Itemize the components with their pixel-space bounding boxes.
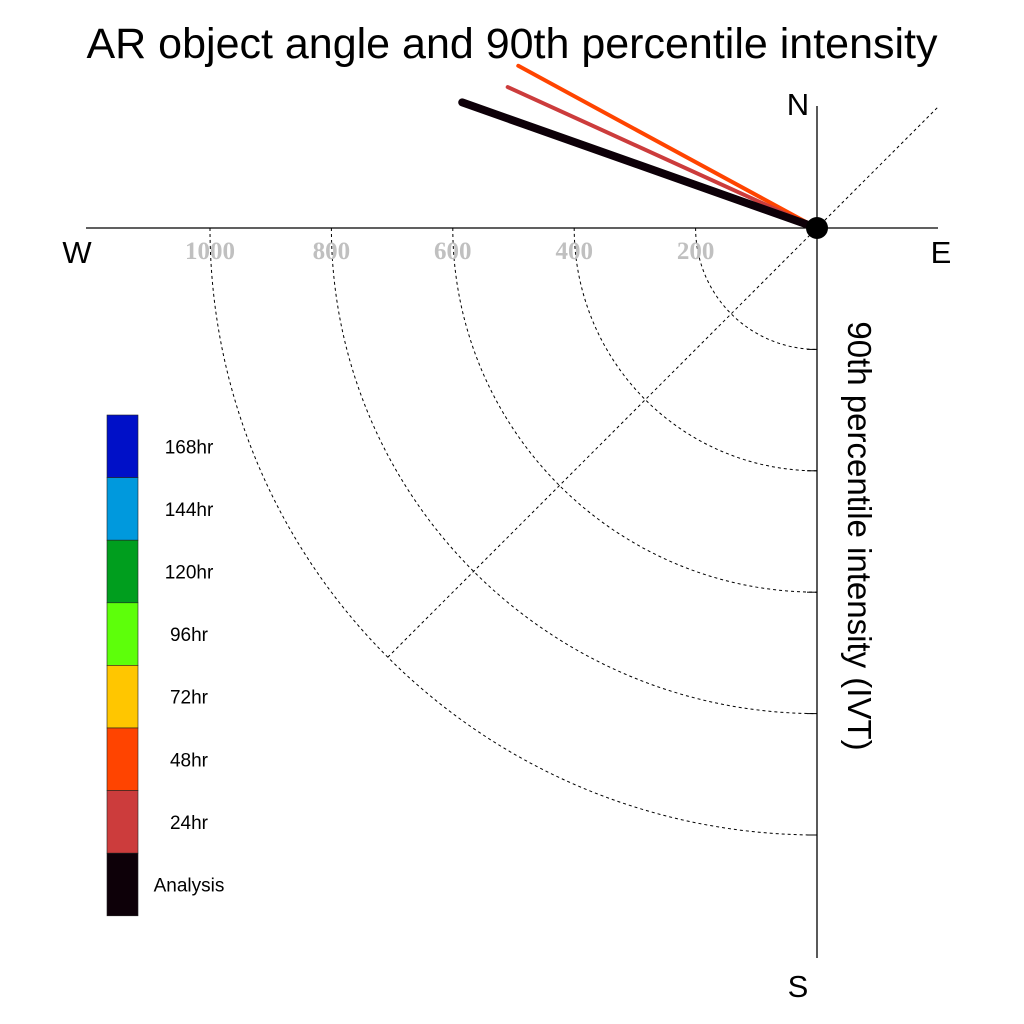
legend-label: 48hr xyxy=(170,750,209,771)
legend-swatch xyxy=(106,539,139,604)
legend-swatch xyxy=(106,414,139,478)
y-axis-label: 90th percentile intensity (IVT) xyxy=(841,321,878,750)
compass-south: S xyxy=(788,969,809,1004)
grid-arc xyxy=(452,227,818,593)
legend-swatch xyxy=(106,602,139,666)
grid-arc xyxy=(330,227,818,715)
series-vector-48hr xyxy=(516,63,819,230)
grid xyxy=(209,107,938,836)
series-vector-24hr xyxy=(505,85,819,230)
legend-swatch xyxy=(106,477,139,541)
legend-label: Analysis xyxy=(154,876,225,897)
legend-swatch xyxy=(106,727,139,791)
legend-swatch xyxy=(106,665,139,729)
chart-title: AR object angle and 90th percentile inte… xyxy=(87,20,938,68)
series-vector-analysis xyxy=(458,98,821,232)
legend: 168hr 144hr 120hr 96hr 72hr 48hr 24hr Analysis xyxy=(106,414,225,917)
legend-label: 168hr xyxy=(165,437,214,458)
radial-ticks: 1000 800 600 400 200 xyxy=(185,238,714,265)
compass-east: E xyxy=(931,235,952,270)
radial-tick-label: 200 xyxy=(677,238,715,265)
legend-label: 120hr xyxy=(165,563,214,584)
grid-arc xyxy=(573,227,818,472)
series xyxy=(458,63,821,232)
radial-tick-label: 1000 xyxy=(185,238,235,265)
radial-tick-label: 800 xyxy=(313,238,351,265)
compass-west: W xyxy=(62,235,92,270)
legend-swatch xyxy=(106,790,139,854)
legend-label: 72hr xyxy=(170,688,209,709)
compass-north: N xyxy=(787,87,809,122)
legend-swatch xyxy=(106,852,139,917)
radial-tick-label: 400 xyxy=(555,238,593,265)
grid-arc xyxy=(695,227,818,350)
origin-marker xyxy=(806,217,828,239)
legend-label: 96hr xyxy=(170,625,209,646)
radial-tick-label: 600 xyxy=(434,238,472,265)
legend-label: 144hr xyxy=(165,500,214,521)
legend-label: 24hr xyxy=(170,813,209,834)
